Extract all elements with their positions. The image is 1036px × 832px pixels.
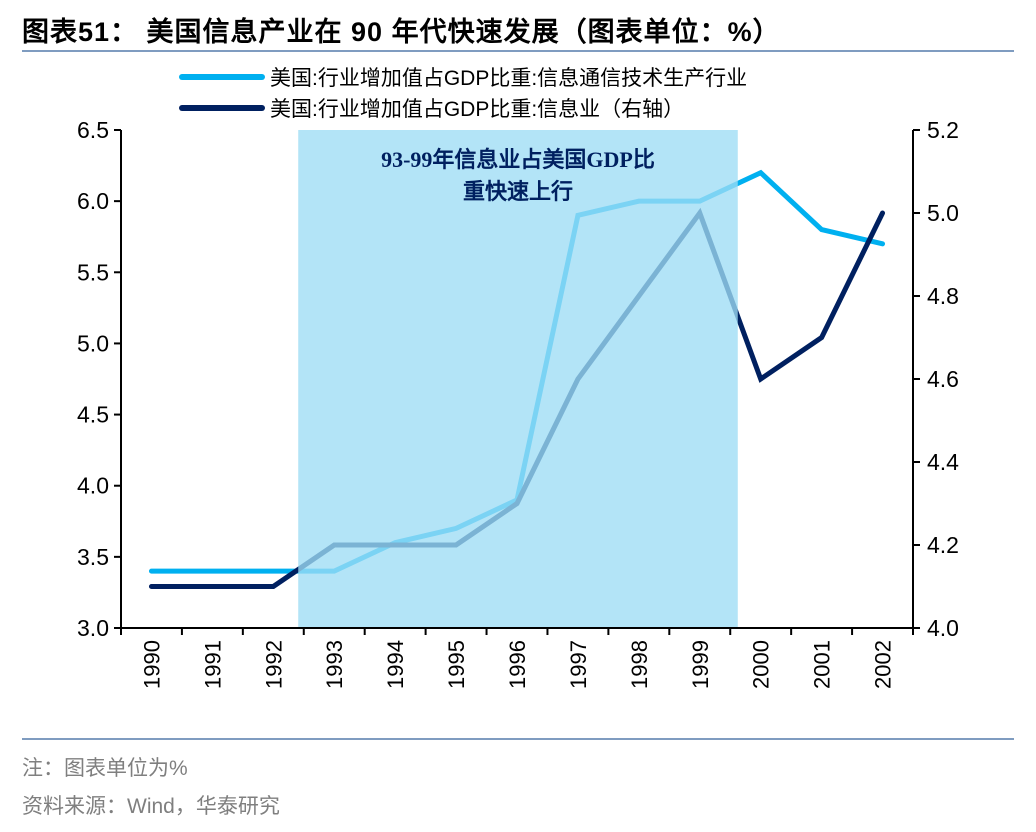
- y-right-tick-label: 5.2: [927, 117, 959, 143]
- legend-label: 美国:行业增加值占GDP比重:信息通信技术生产行业: [270, 67, 747, 90]
- y-left-tick-label: 6.0: [77, 188, 109, 214]
- y-right-tick-label: 4.4: [927, 449, 959, 475]
- highlight-region: [298, 130, 738, 628]
- x-tick-label: 1999: [688, 640, 713, 689]
- x-tick-label: 2001: [810, 640, 835, 689]
- y-left-tick-label: 4.5: [77, 402, 109, 428]
- x-tick-label: 1990: [139, 640, 164, 689]
- x-tick-label: 1996: [505, 640, 530, 689]
- highlight-label: 93-99年信息业占美国GDP比: [381, 147, 655, 172]
- footer-divider: [22, 738, 1014, 740]
- legend-label: 美国:行业增加值占GDP比重:信息业（右轴）: [270, 98, 684, 121]
- y-left-tick-label: 5.0: [77, 330, 109, 356]
- highlight-label: 重快速上行: [463, 179, 573, 204]
- y-left-tick-label: 6.5: [77, 117, 109, 143]
- y-right-tick-label: 4.0: [927, 615, 959, 641]
- x-tick-label: 1995: [444, 640, 469, 689]
- x-tick-label: 1991: [200, 640, 225, 689]
- title-divider: [22, 50, 1014, 52]
- x-tick-label: 1993: [322, 640, 347, 689]
- y-right-tick-label: 5.0: [927, 200, 959, 226]
- x-tick-label: 1992: [261, 640, 286, 689]
- x-tick-label: 1997: [566, 640, 591, 689]
- y-left-tick-label: 3.0: [77, 615, 109, 641]
- y-left-tick-label: 3.5: [77, 544, 109, 570]
- y-left-tick-label: 4.0: [77, 473, 109, 499]
- footer-source: 资料来源：Wind，华泰研究: [22, 795, 280, 818]
- x-tick-label: 2002: [871, 640, 896, 689]
- x-tick-label: 2000: [749, 640, 774, 689]
- y-right-tick-label: 4.8: [927, 283, 959, 309]
- y-right-tick-label: 4.2: [927, 532, 959, 558]
- footer-note: 注：图表单位为%: [22, 757, 188, 780]
- y-right-tick-label: 4.6: [927, 366, 959, 392]
- chart-title: 图表51： 美国信息产业在 90 年代快速发展（图表单位：%）: [22, 17, 781, 47]
- x-tick-label: 1994: [383, 640, 408, 689]
- y-left-tick-label: 5.5: [77, 259, 109, 285]
- chart: 美国:行业增加值占GDP比重:信息通信技术生产行业美国:行业增加值占GDP比重:…: [77, 67, 959, 689]
- x-tick-label: 1998: [627, 640, 652, 689]
